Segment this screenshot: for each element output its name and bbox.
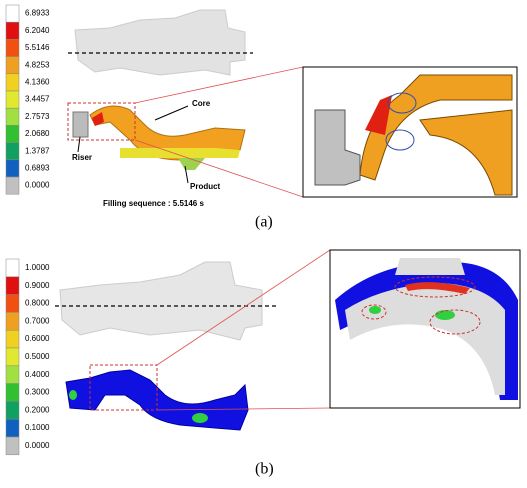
scale-label: 0.6000 bbox=[25, 334, 50, 343]
scale-label: 0.5000 bbox=[25, 352, 50, 361]
scale-label: 0.4000 bbox=[25, 370, 50, 379]
note: Filling sequence : 5.5146 s bbox=[103, 199, 204, 208]
zoom-box bbox=[89, 364, 158, 411]
color-bars: 6.8933 6.2040 5.5146 4.8253 4.1360 3.4457 2.75… bbox=[5, 4, 50, 456]
label: Core bbox=[192, 99, 211, 108]
label: Riser bbox=[72, 153, 92, 162]
color-swatch bbox=[5, 418, 20, 438]
zoom-box bbox=[67, 102, 136, 141]
color-swatch bbox=[5, 294, 20, 313]
scale-label: 6.2040 bbox=[25, 26, 50, 35]
scale-label: 0.0000 bbox=[25, 181, 50, 190]
caption: (a) bbox=[255, 214, 273, 231]
caption: (b) bbox=[255, 461, 274, 478]
scale-label: 3.4457 bbox=[25, 95, 50, 104]
casting-shape bbox=[59, 261, 263, 341]
arrow bbox=[184, 165, 189, 184]
scale-label: 0.0000 bbox=[25, 441, 50, 450]
hot-zone bbox=[69, 390, 77, 400]
zoom-line bbox=[134, 66, 304, 104]
scale-label: 0.2000 bbox=[25, 405, 50, 414]
inset-flow bbox=[395, 258, 465, 275]
color-swatch bbox=[5, 383, 20, 402]
color-swatch bbox=[5, 73, 20, 92]
inset-hot bbox=[369, 306, 381, 314]
scale-label: 0.3000 bbox=[25, 388, 50, 397]
color-swatch bbox=[5, 365, 20, 384]
hot-zone bbox=[192, 413, 208, 423]
scale-label: 4.1360 bbox=[25, 78, 50, 87]
color-swatch bbox=[5, 176, 20, 195]
inset-mark bbox=[385, 129, 415, 151]
color-swatch bbox=[5, 312, 20, 331]
riser-shape bbox=[72, 111, 89, 138]
scale-label: 5.5146 bbox=[25, 43, 50, 52]
color-swatch bbox=[5, 56, 20, 75]
inset-flow bbox=[419, 109, 513, 196]
inset-hot bbox=[435, 310, 455, 320]
color-swatch bbox=[5, 436, 20, 456]
color-swatch bbox=[5, 258, 20, 278]
scale-label: 0.6893 bbox=[25, 164, 50, 173]
color-swatch bbox=[5, 159, 20, 178]
zoom-line bbox=[134, 139, 304, 198]
inset-mark bbox=[361, 304, 387, 320]
zoom-line bbox=[156, 407, 331, 411]
scale-label: 1.0000 bbox=[25, 263, 50, 272]
scale-label: 1.3787 bbox=[25, 146, 50, 155]
color-swatch bbox=[5, 125, 20, 143]
scale-label: 6.8933 bbox=[25, 9, 50, 18]
color-swatch bbox=[5, 347, 20, 367]
inset-flow bbox=[345, 283, 505, 395]
scale-label: 4.8253 bbox=[25, 60, 50, 69]
color-swatch bbox=[5, 142, 20, 161]
inset-flow bbox=[359, 74, 513, 181]
product-shape bbox=[178, 158, 205, 170]
inset-riser bbox=[314, 109, 361, 186]
scale-label: 0.1000 bbox=[25, 423, 50, 432]
color-swatch bbox=[5, 21, 20, 40]
scale-label: 0.8000 bbox=[25, 299, 50, 308]
color-swatch bbox=[5, 4, 20, 23]
color-swatch bbox=[5, 90, 20, 109]
color-swatch bbox=[5, 329, 20, 349]
inset-hot bbox=[365, 95, 392, 135]
inset-mark bbox=[429, 309, 481, 335]
inset-mark bbox=[394, 276, 476, 298]
inset-hot bbox=[405, 282, 470, 294]
arrow bbox=[154, 105, 189, 121]
label: Product bbox=[190, 182, 221, 191]
scale-label: 2.7573 bbox=[25, 112, 50, 121]
color-swatch bbox=[5, 401, 20, 420]
casting-shape bbox=[74, 9, 246, 76]
color-swatch bbox=[5, 276, 20, 295]
scale-label: 2.0680 bbox=[25, 129, 50, 138]
hot-zone bbox=[92, 112, 104, 126]
scale-label: 0.7000 bbox=[25, 316, 50, 325]
filled-part bbox=[120, 148, 240, 158]
inset-mark bbox=[387, 92, 417, 114]
zoom-line bbox=[156, 249, 331, 366]
arrow bbox=[77, 136, 81, 153]
color-swatch bbox=[5, 39, 20, 57]
scale-label: 0.9000 bbox=[25, 281, 50, 290]
color-swatch bbox=[5, 107, 20, 126]
